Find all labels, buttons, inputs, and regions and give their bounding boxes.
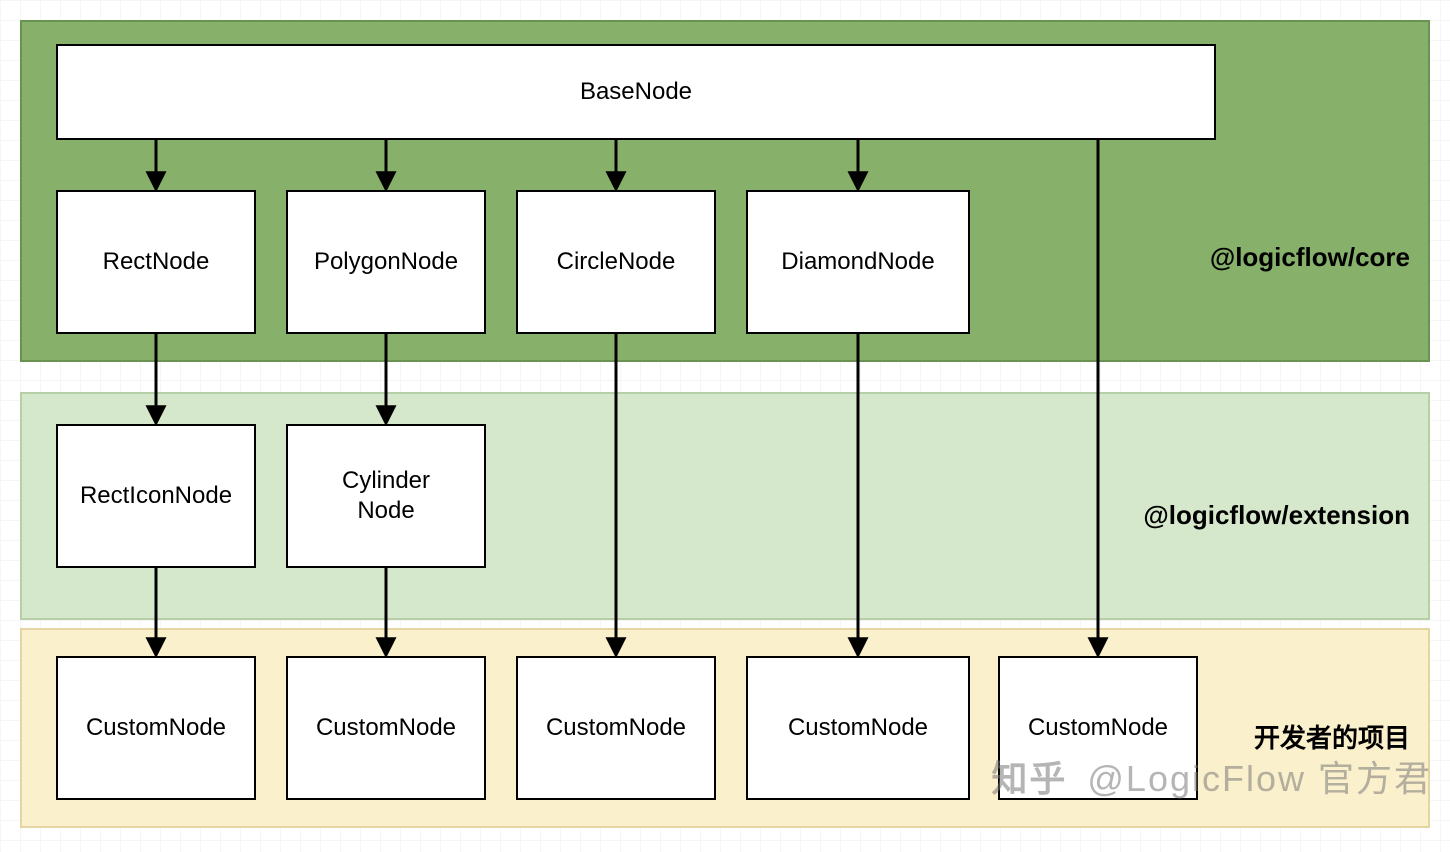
node-cyl: CylinderNode [286,424,486,568]
node-c1: CustomNode [56,656,256,800]
zone-label-project: 开发者的项目 [1254,718,1410,755]
zone-label-extension: @logicflow/extension [1143,500,1410,531]
node-c4: CustomNode [746,656,970,800]
node-ricon: RectIconNode [56,424,256,568]
diagram-canvas: @logicflow/core @logicflow/extension 开发者的项… [0,0,1450,852]
node-polygon: PolygonNode [286,190,486,334]
node-rect: RectNode [56,190,256,334]
node-c5: CustomNode [998,656,1198,800]
node-c2: CustomNode [286,656,486,800]
node-diamond: DiamondNode [746,190,970,334]
node-base: BaseNode [56,44,1216,140]
zone-label-core: @logicflow/core [1210,242,1410,273]
node-circle: CircleNode [516,190,716,334]
node-c3: CustomNode [516,656,716,800]
